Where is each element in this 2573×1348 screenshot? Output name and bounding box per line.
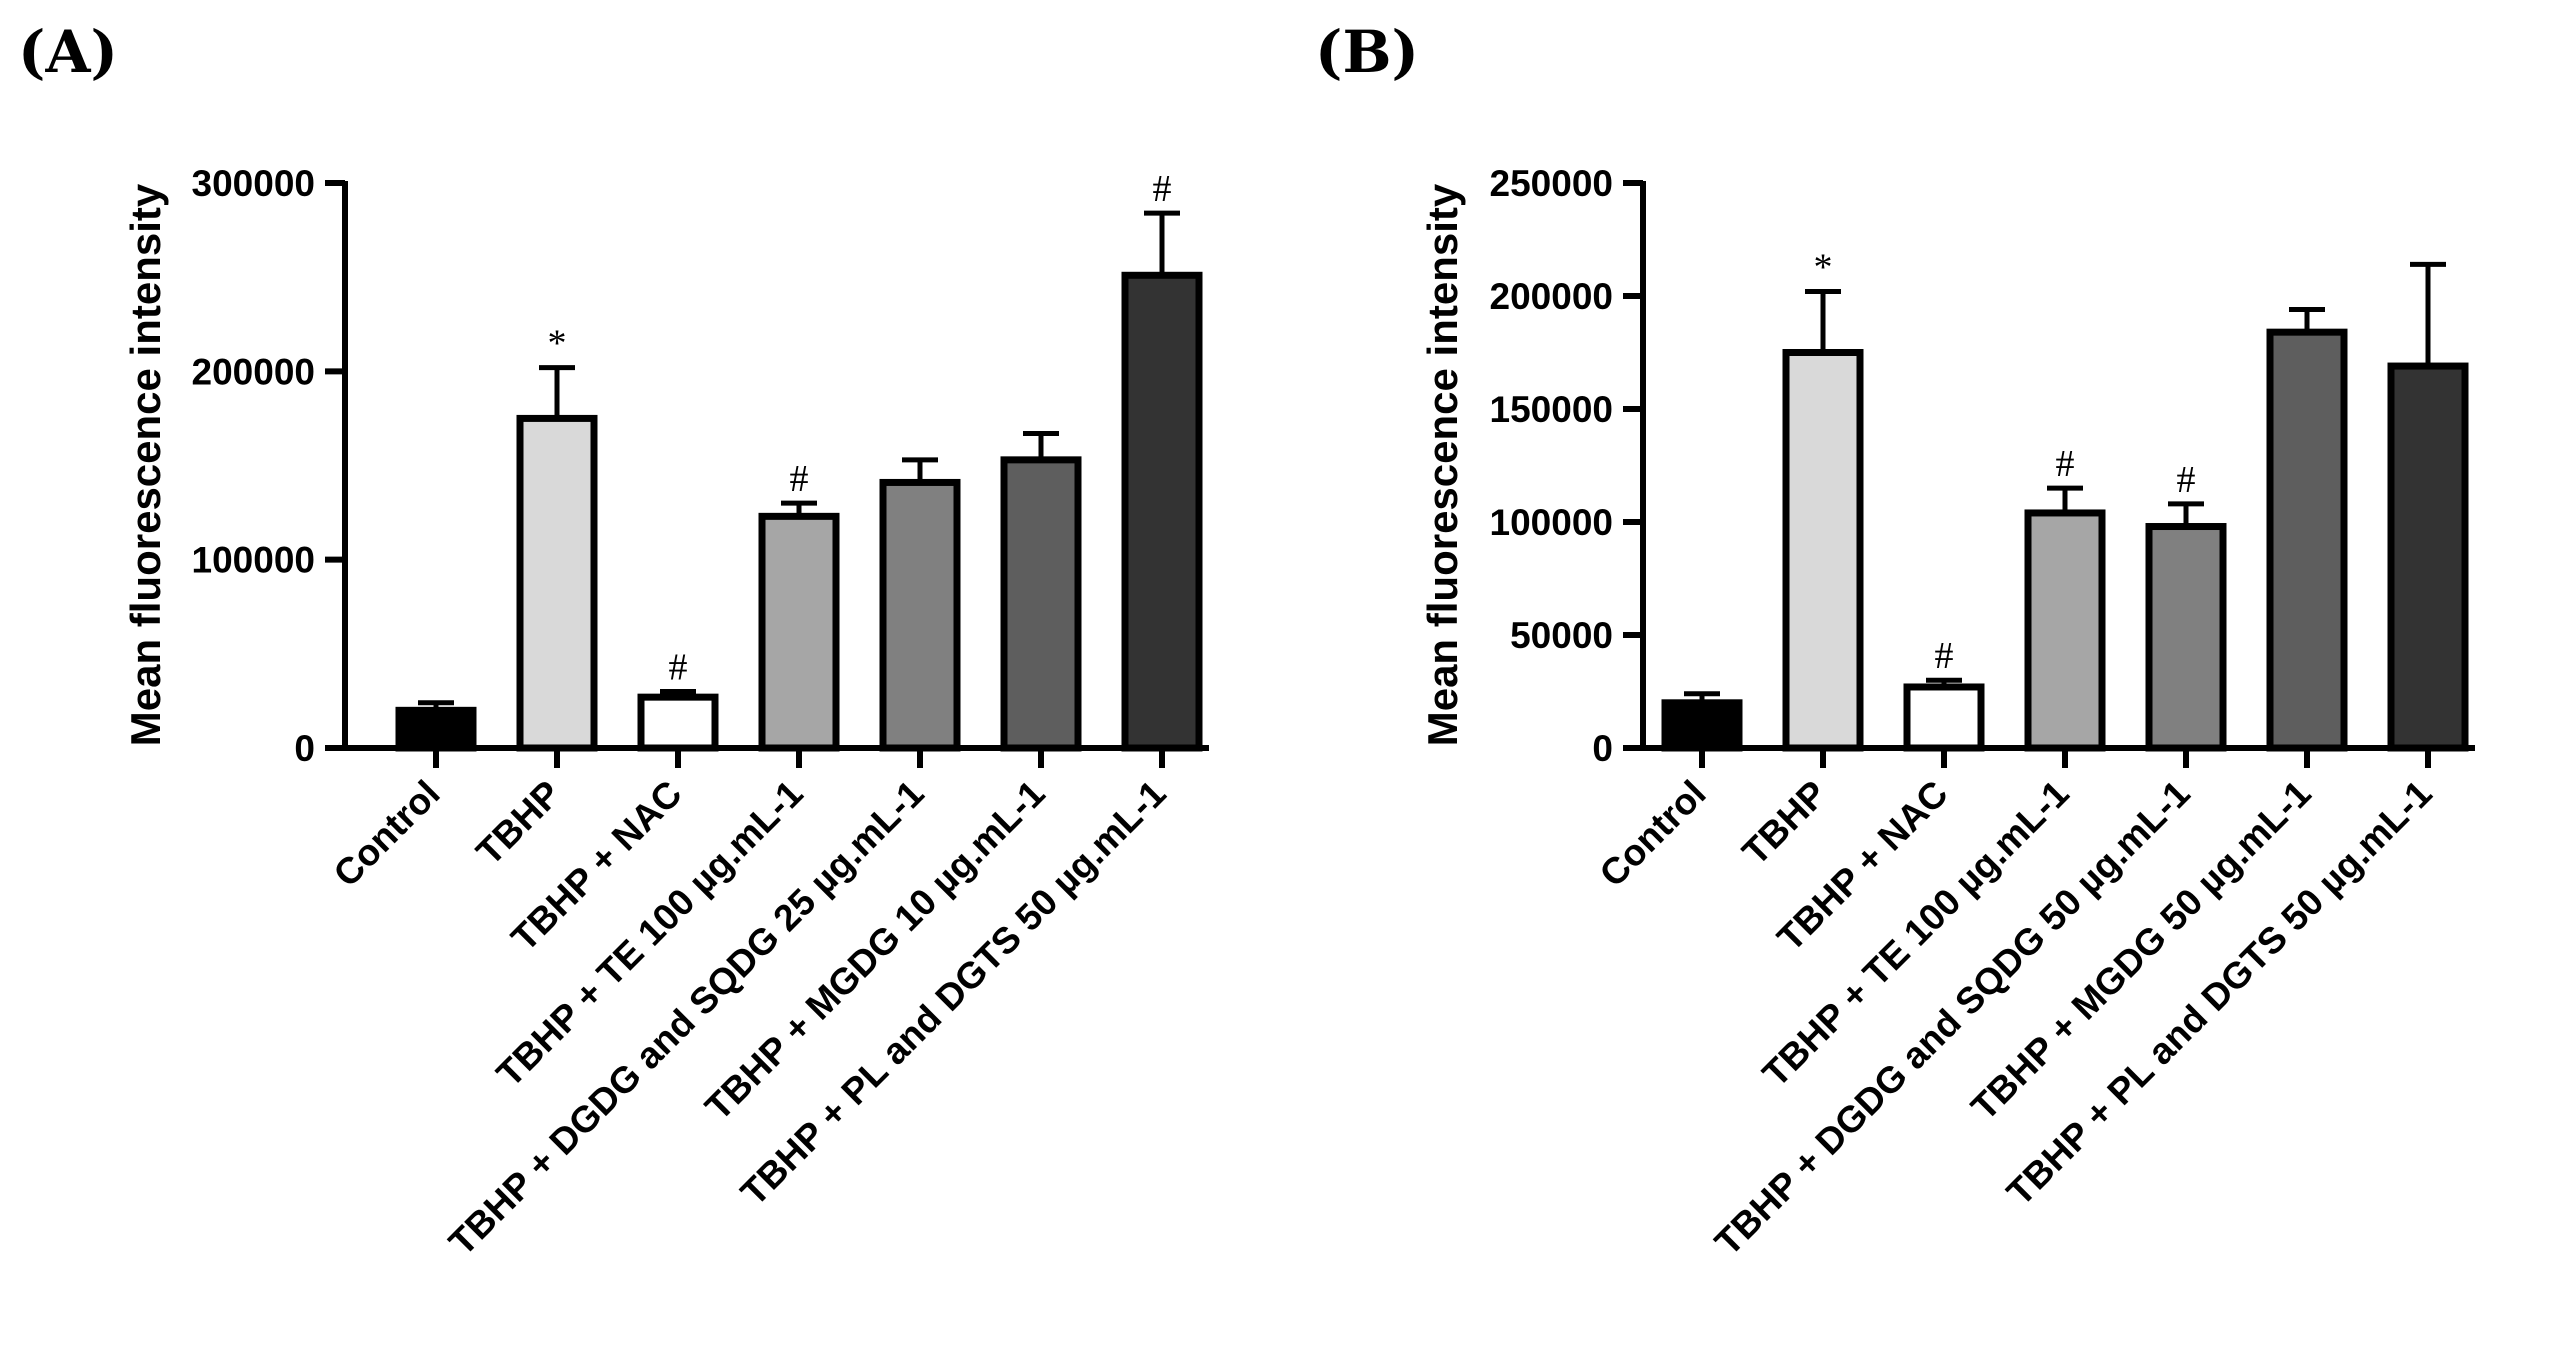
bar: [1903, 683, 1985, 752]
y-tick-label: 200000: [192, 351, 315, 392]
bar: [2145, 523, 2227, 752]
y-axis-title: Mean fluorescence intensity: [1419, 183, 1466, 746]
y-axis-title: Mean fluorescence intensity: [122, 183, 169, 746]
bar: [758, 512, 840, 752]
bar: [395, 706, 477, 752]
y-tick-label: 0: [294, 728, 315, 769]
bar: [1121, 271, 1203, 752]
significance-marker: *: [1814, 246, 1833, 288]
bar: [1661, 699, 1743, 752]
significance-marker: #: [790, 458, 809, 500]
x-tick-label: TBHP + PL and DGTS 50 µg.mL-1: [1999, 773, 2440, 1214]
bar: [2387, 362, 2469, 752]
x-tick-label: TBHP: [468, 773, 568, 873]
panel-label: (A): [18, 18, 118, 86]
bar: [637, 693, 719, 752]
bar: [1000, 456, 1082, 752]
chart-panel-a: (A) Mean fluorescence intensity 0 100000 200…: [18, 18, 1209, 1263]
chart-panel-b: (B) Mean fluorescence intensity 0 50000 1000…: [1315, 18, 2475, 1263]
bar: [1782, 349, 1864, 752]
x-tick-label: Control: [1592, 773, 1714, 895]
bar: [2024, 509, 2106, 752]
significance-marker: #: [669, 647, 688, 689]
significance-marker: #: [1153, 168, 1172, 210]
y-tick-label: 0: [1592, 728, 1613, 769]
y-tick-label: 200000: [1490, 276, 1613, 317]
x-tick-label: Control: [326, 773, 448, 895]
y-tick-label: 100000: [192, 540, 315, 581]
bar: [2266, 328, 2348, 752]
x-tick-label: TBHP: [1734, 773, 1834, 873]
x-tick-label: TBHP + PL and DGTS 50 µg.mL-1: [733, 773, 1174, 1214]
panel-label: (B): [1315, 18, 1419, 86]
bar: [879, 478, 961, 752]
y-tick-label: 250000: [1490, 163, 1613, 204]
y-tick-label: 300000: [192, 163, 315, 204]
significance-marker: #: [2056, 443, 2075, 485]
bar: [516, 414, 598, 752]
significance-marker: #: [2177, 459, 2196, 501]
y-tick-label: 100000: [1490, 502, 1613, 543]
y-tick-label: 150000: [1490, 389, 1613, 430]
significance-marker: #: [1935, 635, 1954, 677]
y-tick-label: 50000: [1510, 615, 1613, 656]
significance-marker: *: [548, 323, 567, 365]
